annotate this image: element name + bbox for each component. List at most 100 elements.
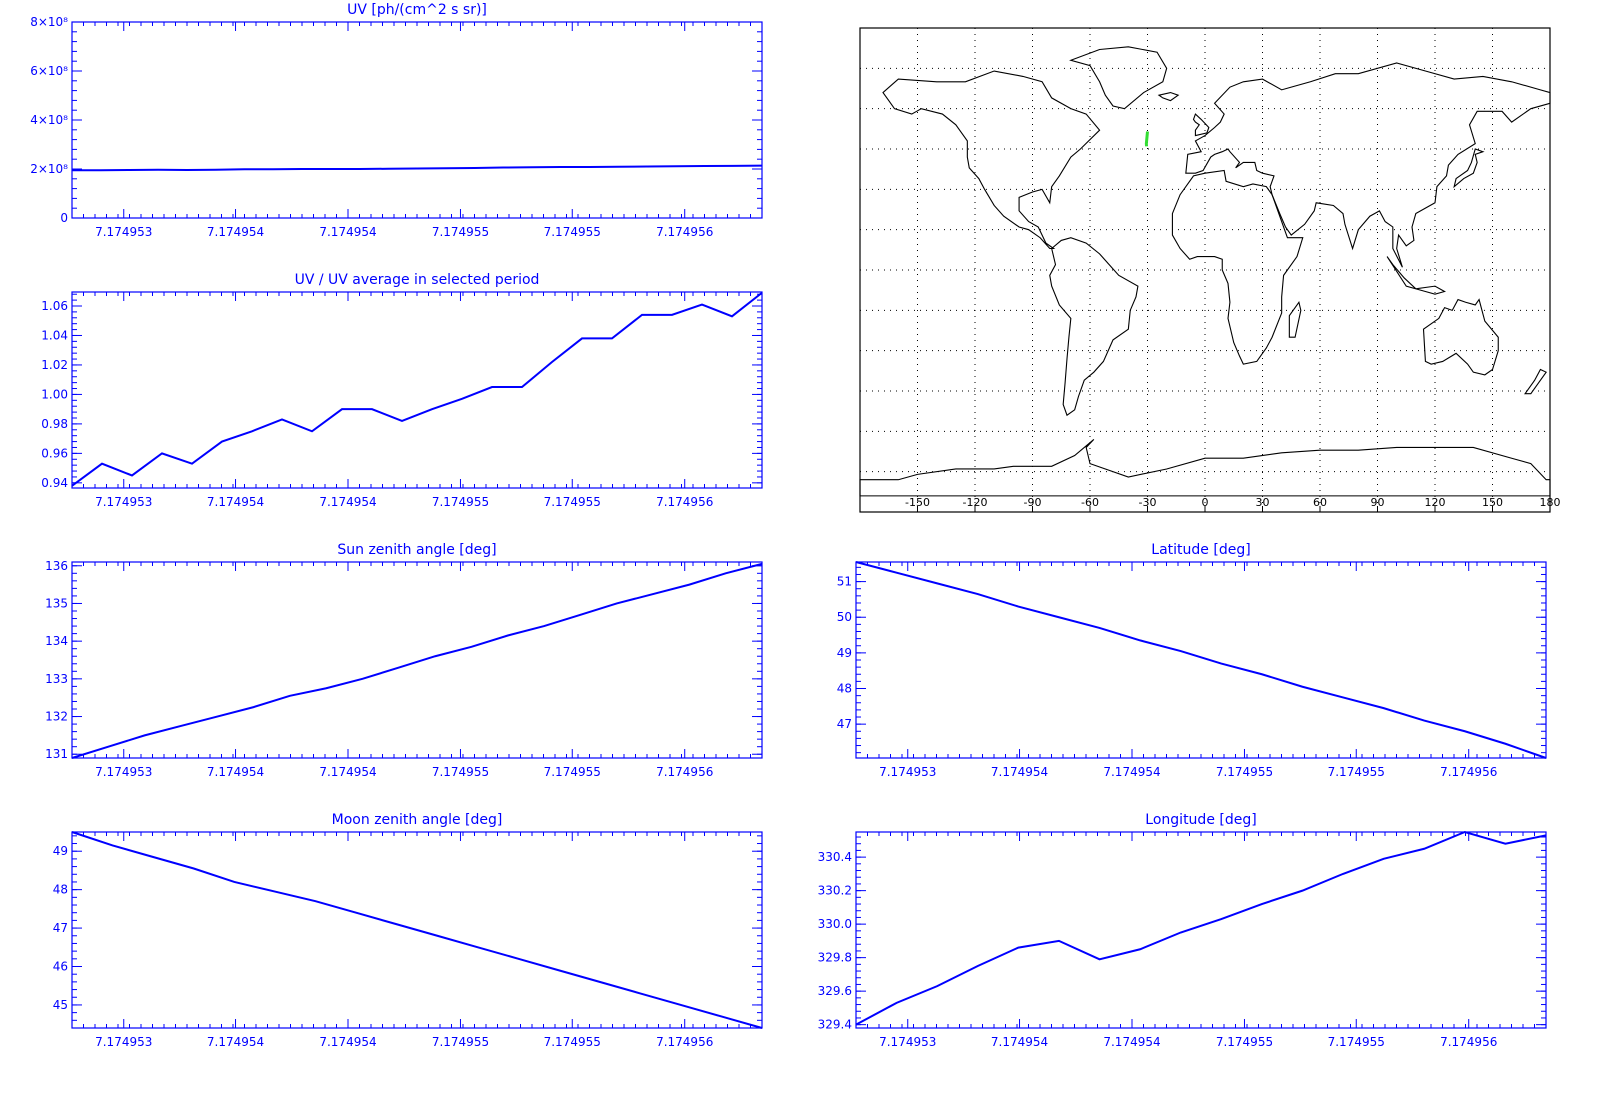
plot-frame	[71, 561, 763, 759]
y-tick-label: 48	[53, 883, 68, 897]
y-tick-label: 46	[53, 960, 68, 974]
coastline-australia	[1422, 298, 1499, 376]
chart-title: UV / UV average in selected period	[295, 272, 540, 288]
y-tick-label: 1.06	[41, 299, 68, 313]
y-tick-label: 133	[45, 672, 68, 686]
chart-title: Latitude [deg]	[1151, 542, 1250, 558]
x-tick-label: 7.174954	[1103, 765, 1160, 779]
y-tick-label: 0.96	[41, 446, 68, 460]
x-tick-label: 7.174954	[319, 225, 376, 239]
coastline-africa	[1171, 169, 1304, 365]
y-tick-label: 1.00	[41, 387, 68, 401]
coastline-new-zealand	[1524, 368, 1547, 395]
map-lon-label: -120	[963, 496, 988, 509]
x-tick-label: 7.174955	[432, 765, 489, 779]
x-tick-label: 7.174953	[95, 765, 152, 779]
x-tick-label: 7.174955	[544, 765, 601, 779]
latitude-chart: Latitude [deg] 7.174953 7.174954 7.174954 7.…	[837, 542, 1547, 779]
y-tick-label: 2×10⁸	[30, 162, 68, 176]
y-tick-label: 134	[45, 634, 68, 648]
x-tick-label: 7.174954	[319, 1035, 376, 1049]
y-tick-label: 49	[837, 646, 852, 660]
x-tick-label: 7.174954	[207, 1035, 264, 1049]
x-tick-label: 7.174956	[656, 1035, 713, 1049]
y-tick-label: 135	[45, 596, 68, 610]
x-tick-label: 7.174955	[432, 1035, 489, 1049]
world-map: -150 -120 -90 -60 -30 0 30 60 90 120 150 180	[859, 27, 1561, 513]
x-tick-label: 7.174955	[544, 225, 601, 239]
x-tick-label: 7.174956	[656, 765, 713, 779]
x-tick-label: 7.174954	[319, 765, 376, 779]
x-tick-label: 7.174954	[991, 765, 1048, 779]
x-tick-label: 7.174953	[95, 1035, 152, 1049]
y-tick-label: 329.4	[818, 1018, 852, 1032]
coastline-eurasia	[1185, 62, 1551, 268]
map-lon-label: 180	[1540, 496, 1561, 509]
sun-zenith-chart: Sun zenith angle [deg] 7.174953 7.174954 7.…	[45, 542, 763, 779]
map-lon-label: -90	[1024, 496, 1042, 509]
map-lon-label: 60	[1313, 496, 1327, 509]
x-tick-label: 7.174953	[95, 495, 152, 509]
series-line	[855, 830, 1547, 1026]
x-tick-label: 7.174955	[544, 1035, 601, 1049]
map-lon-label: -30	[1139, 496, 1157, 509]
x-tick-label: 7.174955	[432, 495, 489, 509]
coastline-indonesia	[1386, 256, 1447, 295]
plot-frame	[71, 21, 763, 219]
x-tick-label: 7.174955	[544, 495, 601, 509]
y-tick-label: 0.98	[41, 417, 68, 431]
series-line	[71, 831, 763, 1029]
map-lon-label: -60	[1081, 496, 1099, 509]
x-tick-label: 7.174955	[1216, 765, 1273, 779]
series-line	[855, 561, 1547, 759]
coastline-north-america	[882, 70, 1101, 250]
y-tick-label: 4×10⁸	[30, 113, 68, 127]
coastline-madagascar	[1288, 300, 1302, 338]
x-tick-label: 7.174953	[879, 1035, 936, 1049]
y-tick-label: 47	[53, 921, 68, 935]
x-tick-label: 7.174956	[656, 225, 713, 239]
y-tick-label: 132	[45, 710, 68, 724]
y-tick-label: 6×10⁸	[30, 64, 68, 78]
y-tick-label: 1.04	[41, 328, 68, 342]
y-tick-label: 47	[837, 717, 852, 731]
x-tick-label: 7.174953	[95, 225, 152, 239]
x-tick-label: 7.174954	[319, 495, 376, 509]
y-tick-label: 329.8	[818, 951, 852, 965]
x-tick-label: 7.174956	[1440, 1035, 1497, 1049]
x-tick-label: 7.174954	[1103, 1035, 1160, 1049]
moon-zenith-chart: Moon zenith angle [deg] 7.174953 7.174954 7…	[53, 812, 763, 1049]
x-tick-label: 7.174956	[656, 495, 713, 509]
y-tick-label: 131	[45, 747, 68, 761]
x-tick-label: 7.174954	[991, 1035, 1048, 1049]
map-lon-label: 0	[1202, 496, 1209, 509]
y-tick-label: 0	[60, 211, 68, 225]
map-lon-label: 150	[1482, 496, 1503, 509]
x-tick-label: 7.174954	[207, 495, 264, 509]
y-tick-label: 49	[53, 844, 68, 858]
chart-title: Sun zenith angle [deg]	[337, 542, 496, 558]
map-lon-label: 90	[1371, 496, 1385, 509]
coastline-uk	[1192, 113, 1210, 137]
coastline-greenland	[1069, 46, 1168, 110]
coastline-antarctica	[859, 438, 1551, 497]
y-tick-label: 136	[45, 559, 68, 573]
longitude-chart: Longitude [deg] 7.174953 7.174954 7.174954 7…	[818, 812, 1547, 1049]
y-tick-label: 330.2	[818, 884, 852, 898]
x-tick-label: 7.174955	[432, 225, 489, 239]
uv-chart: UV [ph/(cm^2 s sr)] 7.174953 7.174954 7.174…	[30, 2, 763, 239]
y-tick-label: 330.4	[818, 850, 852, 864]
y-tick-label: 330.0	[818, 917, 852, 931]
x-tick-label: 7.174955	[1216, 1035, 1273, 1049]
x-tick-label: 7.174953	[879, 765, 936, 779]
coastline-japan	[1453, 148, 1485, 189]
y-tick-label: 45	[53, 998, 68, 1012]
map-lon-label: 30	[1256, 496, 1270, 509]
y-tick-label: 329.6	[818, 984, 852, 998]
map-lon-label: -150	[905, 496, 930, 509]
y-tick-label: 48	[837, 682, 852, 696]
x-tick-label: 7.174956	[1440, 765, 1497, 779]
chart-title: Longitude [deg]	[1145, 812, 1256, 828]
y-tick-label: 50	[837, 610, 852, 624]
coastline-south-america	[1049, 237, 1139, 417]
